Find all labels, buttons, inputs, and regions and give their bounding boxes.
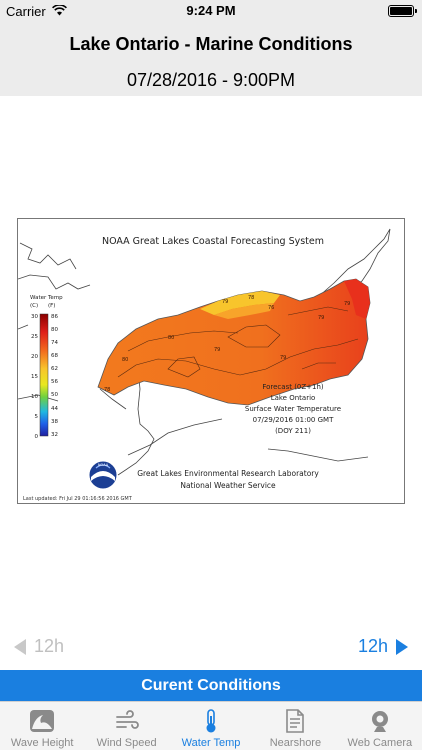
- tab-wave-height[interactable]: Wave Height: [0, 702, 84, 750]
- legend-units-c: (C): [30, 303, 38, 309]
- contour-label: 79: [222, 299, 228, 305]
- svg-text:NOAA: NOAA: [98, 463, 109, 467]
- wifi-icon: [51, 4, 67, 19]
- page-title: Lake Ontario - Marine Conditions: [69, 34, 353, 54]
- contour-label: 76: [268, 305, 274, 311]
- legend-units-f: (F): [48, 303, 55, 309]
- tab-nearshore[interactable]: Nearshore: [253, 702, 337, 750]
- contour-label: 79: [214, 347, 220, 353]
- forecast-line: Forecast (0Z+1h): [262, 383, 324, 391]
- contour-label: 79: [280, 355, 286, 361]
- tab-wind-speed[interactable]: Wind Speed: [84, 702, 168, 750]
- time-navigation: 12h 12h: [0, 632, 422, 662]
- header: Lake Ontario - Marine Conditions 07/28/2…: [0, 22, 422, 96]
- temperature-legend: Water Temp (C) (F) 30 25 20 15 10 5 0 86…: [30, 295, 63, 440]
- tab-label: Nearshore: [269, 737, 322, 749]
- legend-tick-f: 68: [51, 353, 58, 359]
- legend-colorbar: [39, 313, 49, 437]
- legend-title: Water Temp: [30, 295, 63, 301]
- legend-tick-c: 25: [31, 334, 38, 340]
- tab-label: Wind Speed: [96, 737, 157, 749]
- contour-labels: 78 80 80 79 78 76 79 79 79 79: [104, 295, 350, 393]
- status-bar: Carrier 9:24 PM: [0, 0, 422, 22]
- lab-info: Great Lakes Environmental Research Labor…: [137, 469, 319, 490]
- tab-bar: Wave Height Wind Speed Water Temp: [0, 701, 422, 750]
- thermometer-icon: [197, 707, 225, 735]
- lab-line: Great Lakes Environmental Research Labor…: [137, 469, 319, 478]
- legend-tick-f: 44: [51, 406, 58, 412]
- wave-icon: [28, 707, 56, 735]
- status-time: 9:24 PM: [186, 3, 236, 18]
- legend-tick-c: 20: [31, 354, 38, 360]
- carrier-label: Carrier: [6, 4, 46, 19]
- coastline-outlines: [18, 228, 391, 476]
- legend-tick-f: 50: [51, 392, 58, 398]
- lake-ontario-shape: [97, 278, 371, 406]
- water-temp-map: 78 80 80 79 78 76 79 79 79 79 NOAA Great…: [17, 218, 405, 504]
- legend-tick-c: 0: [35, 434, 39, 440]
- legend-tick-f: 38: [51, 419, 58, 425]
- legend-tick-f: 80: [51, 327, 58, 333]
- current-conditions-button[interactable]: Curent Conditions: [0, 670, 422, 701]
- legend-tick-f: 86: [51, 314, 58, 320]
- forecast-info: Forecast (0Z+1h) Lake Ontario Surface Wa…: [245, 383, 341, 435]
- contour-label: 79: [318, 315, 324, 321]
- contour-label: 79: [344, 301, 350, 307]
- chevron-left-icon: [14, 638, 26, 655]
- battery-icon: [388, 5, 417, 17]
- legend-tick-c: 30: [31, 314, 38, 320]
- legend-tick-f: 74: [51, 340, 58, 346]
- tab-label: Water Temp: [181, 737, 241, 749]
- last-updated: Last updated: Fri Jul 29 01:16:56 2016 G…: [23, 496, 133, 502]
- legend-tick-c: 5: [35, 414, 39, 420]
- contour-label: 80: [122, 357, 128, 363]
- contour-label: 78: [104, 387, 110, 393]
- lab-line: National Weather Service: [180, 481, 276, 490]
- forecast-line: Lake Ontario: [271, 394, 316, 402]
- next-label: 12h: [357, 636, 388, 656]
- contour-label: 80: [168, 335, 174, 341]
- tab-label: Wave Height: [10, 737, 74, 749]
- next-12h-button[interactable]: 12h: [358, 636, 408, 657]
- webcam-icon: [366, 707, 394, 735]
- tab-label: Web Camera: [347, 737, 413, 749]
- legend-tick-c: 10: [31, 394, 38, 400]
- legend-tick-f: 62: [51, 366, 58, 372]
- legend-tick-f: 56: [51, 379, 58, 385]
- legend-tick-f: 32: [51, 432, 58, 438]
- previous-label: 12h: [34, 636, 65, 656]
- contour-label: 78: [248, 295, 254, 301]
- wind-icon: [113, 707, 141, 735]
- forecast-line: Surface Water Temperature: [245, 405, 341, 413]
- forecast-line: (DOY 211): [275, 427, 311, 435]
- noaa-logo: NOAA: [89, 461, 117, 489]
- legend-tick-c: 15: [31, 374, 38, 380]
- tab-water-temp[interactable]: Water Temp: [169, 702, 253, 750]
- forecast-datetime: 07/28/2016 - 9:00PM: [126, 70, 296, 90]
- chevron-right-icon: [396, 638, 408, 655]
- tab-web-camera[interactable]: Web Camera: [338, 702, 422, 750]
- forecast-line: 07/29/2016 01:00 GMT: [253, 416, 334, 424]
- map-title: NOAA Great Lakes Coastal Forecasting Sys…: [102, 236, 324, 247]
- status-left: Carrier: [6, 4, 67, 19]
- document-icon: [281, 707, 309, 735]
- previous-12h-button[interactable]: 12h: [14, 636, 64, 657]
